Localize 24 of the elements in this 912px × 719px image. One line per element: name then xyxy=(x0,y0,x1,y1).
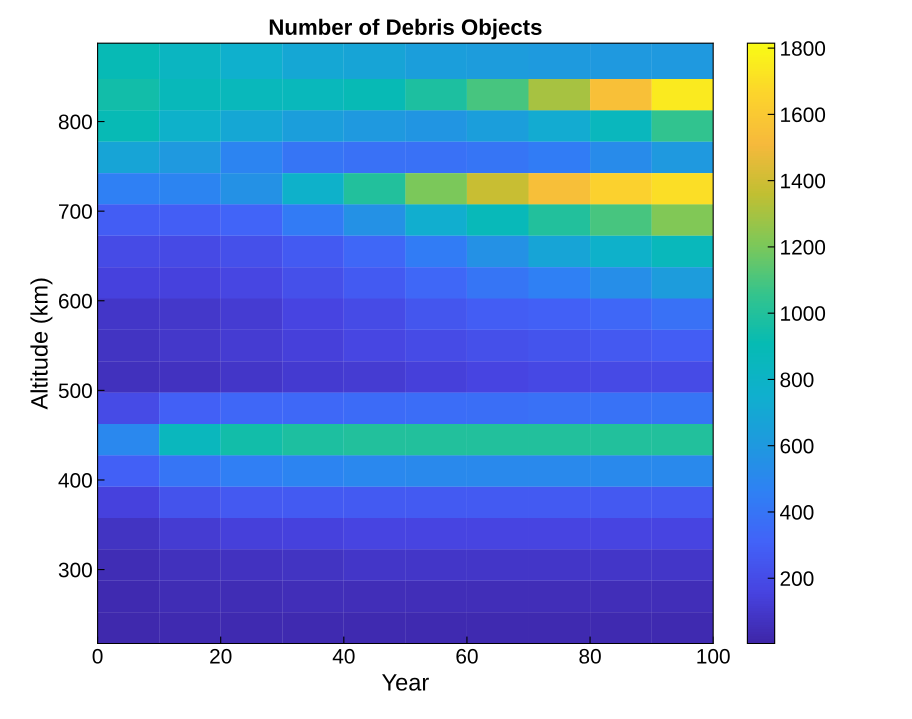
color-bar-label: 1400 xyxy=(781,174,826,188)
color-bar-label: 400 xyxy=(780,504,814,520)
x-axis-title: Year xyxy=(382,674,429,691)
color-bar-label: 1600 xyxy=(781,107,826,122)
x-tick-label: 40 xyxy=(332,648,355,664)
color-bar-label: 1800 xyxy=(781,41,826,56)
chart-title: Number of Debris Objects xyxy=(270,18,542,40)
x-tick-label: 100 xyxy=(697,648,730,664)
y-tick-label: 700 xyxy=(59,204,92,219)
color-bar-label: 1200 xyxy=(781,240,826,255)
y-tick-label: 800 xyxy=(58,114,92,130)
y-tick-label: 500 xyxy=(58,383,92,398)
x-tick-label: 0 xyxy=(92,648,103,664)
y-tick-label: 300 xyxy=(58,562,92,578)
color-bar-label: 1000 xyxy=(781,306,826,321)
x-tick-label: 80 xyxy=(579,648,601,664)
y-tick-label: 400 xyxy=(58,472,92,488)
color-bar-label: 800 xyxy=(780,372,814,388)
y-tick-label: 600 xyxy=(59,294,92,309)
color-bar-label: 600 xyxy=(780,438,814,454)
y-axis-title: Altitude (km) xyxy=(30,278,52,410)
color-bar-label: 200 xyxy=(780,571,814,586)
x-tick-label: 20 xyxy=(210,648,232,664)
x-tick-label: 60 xyxy=(456,648,478,664)
